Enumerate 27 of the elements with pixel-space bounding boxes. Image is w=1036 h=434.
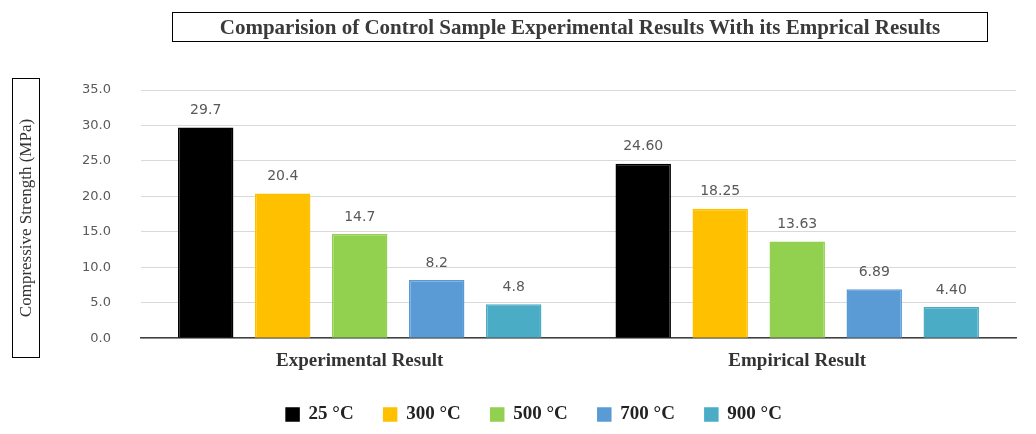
chart-title: Comparision of Control Sample Experimental Results With its Emprical Results bbox=[172, 12, 988, 42]
y-tick-label: 30.0 bbox=[81, 116, 111, 132]
y-axis-title: Compressive Strength (MPa) bbox=[12, 78, 40, 358]
legend-label: 500 °C bbox=[513, 402, 568, 424]
x-tick-label: Experimental Result bbox=[276, 348, 445, 370]
data-label: 14.7 bbox=[344, 207, 376, 224]
legend-label: 25 °C bbox=[308, 402, 354, 424]
x-tick-label: Empirical Result bbox=[728, 348, 867, 370]
data-label: 24.60 bbox=[623, 137, 664, 154]
legend-label: 700 °C bbox=[620, 402, 675, 424]
legend-label: 900 °C bbox=[727, 402, 782, 424]
data-label: 8.2 bbox=[425, 253, 448, 270]
data-label: 13.63 bbox=[777, 215, 818, 232]
y-tick-label: 5.0 bbox=[90, 294, 111, 310]
legend-label: 300 °C bbox=[406, 402, 461, 424]
data-label: 20.4 bbox=[267, 167, 299, 184]
data-label: 18.25 bbox=[700, 182, 741, 199]
y-tick-label: 25.0 bbox=[81, 152, 111, 168]
y-tick-label: 10.0 bbox=[81, 258, 111, 274]
data-label: 6.89 bbox=[858, 262, 890, 279]
y-tick-label: 15.0 bbox=[81, 223, 111, 239]
y-tick-label: 0.0 bbox=[90, 329, 111, 345]
data-label: 4.8 bbox=[502, 277, 525, 294]
y-tick-label: 35.0 bbox=[81, 81, 111, 97]
y-tick-label: 20.0 bbox=[81, 187, 111, 203]
data-label: 4.40 bbox=[935, 280, 967, 297]
data-label: 29.7 bbox=[190, 101, 222, 118]
